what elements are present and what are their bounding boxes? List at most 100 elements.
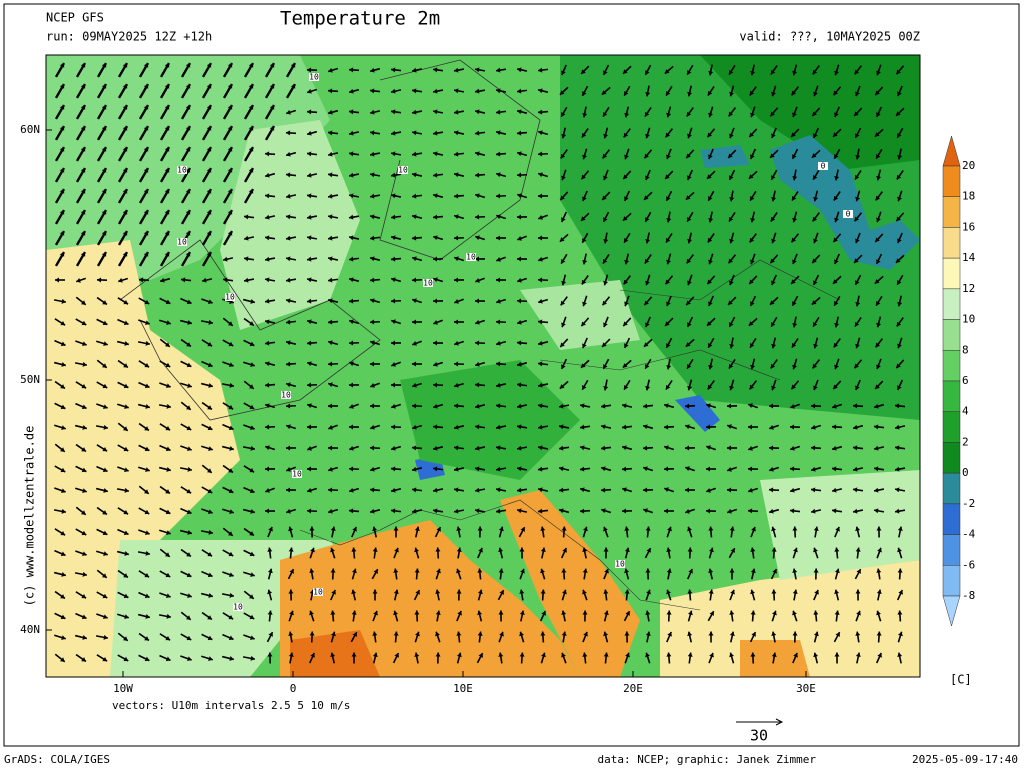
wind-head: [602, 342, 607, 347]
wind-arrow: [516, 214, 528, 220]
wind-arrow: [582, 589, 588, 601]
wind-head: [59, 189, 65, 194]
wind-arrow: [327, 235, 339, 241]
wind-arrow: [516, 403, 528, 409]
wind-head: [496, 109, 501, 115]
wind-head: [688, 610, 693, 616]
wind-head: [749, 384, 755, 390]
wind-head: [208, 529, 213, 535]
wind-head: [288, 526, 294, 532]
wind-head: [517, 256, 522, 262]
wind-head: [834, 364, 839, 370]
wind-head: [897, 547, 902, 553]
wind-arrow: [53, 298, 67, 304]
wind-arrow: [348, 235, 360, 241]
wind-head: [60, 594, 65, 599]
wind-arrow: [264, 340, 276, 346]
wind-arrow: [707, 233, 715, 243]
wind-head: [186, 425, 192, 431]
wind-arrow: [813, 589, 819, 601]
wind-arrow: [159, 382, 171, 389]
wind-arrow: [201, 209, 213, 225]
wind-head: [267, 652, 273, 657]
wind-arrow: [642, 466, 654, 472]
wind-arrow: [477, 547, 483, 559]
wind-arrow: [264, 424, 276, 430]
wind-arrow: [159, 338, 171, 348]
wind-head: [792, 259, 797, 265]
wind-arrow: [390, 340, 402, 346]
wind-arrow: [894, 424, 906, 430]
wind-arrow: [623, 85, 631, 97]
wind-head: [307, 361, 312, 367]
wind-arrow: [600, 403, 612, 409]
wind-head: [228, 321, 233, 326]
wind-arrow: [411, 487, 423, 493]
wind-arrow: [243, 590, 255, 600]
wind-head: [792, 154, 797, 159]
wind-head: [876, 259, 881, 264]
wind-arrow: [516, 193, 528, 199]
colorbar-cap: [942, 595, 961, 627]
wind-head: [622, 363, 628, 368]
wind-head: [874, 445, 879, 451]
wind-arrow: [750, 652, 756, 664]
wind-head: [750, 342, 755, 348]
wind-head: [791, 279, 796, 284]
wind-head: [265, 319, 270, 325]
wind-arrow: [498, 526, 504, 538]
wind-head: [265, 277, 270, 283]
wind-arrow: [579, 424, 591, 430]
wind-head: [372, 631, 378, 636]
wind-head: [307, 235, 312, 241]
wind-arrow: [159, 104, 171, 120]
wind-arrow: [201, 655, 213, 661]
wind-head: [748, 424, 752, 430]
wind-arrow: [285, 487, 297, 493]
wind-arrow: [750, 526, 756, 538]
wind-arrow: [601, 86, 611, 96]
wind-head: [645, 526, 651, 531]
wind-head: [538, 256, 543, 262]
wind-head: [603, 526, 608, 532]
wind-head: [268, 632, 273, 637]
wind-head: [265, 172, 270, 178]
wind-head: [309, 568, 315, 573]
wind-arrow: [138, 146, 150, 162]
wind-arrow: [708, 568, 714, 580]
wind-head: [102, 573, 107, 578]
wind-arrow: [432, 67, 444, 73]
wind-arrow: [687, 379, 693, 391]
wind-arrow: [54, 465, 66, 473]
wind-arrow: [748, 170, 758, 180]
valid: valid: ???, 10MAY2025 00Z: [739, 30, 920, 44]
wind-head: [496, 172, 501, 178]
wind-arrow: [897, 652, 903, 664]
wind-arrow: [330, 631, 336, 643]
contour-label: 10: [233, 603, 243, 612]
wind-head: [265, 487, 270, 493]
wind-head: [517, 172, 522, 178]
contour-label: 10: [309, 73, 319, 82]
wind-head: [643, 403, 648, 409]
wind-head: [771, 526, 776, 532]
wind-arrow: [477, 610, 483, 622]
wind-arrow: [855, 148, 861, 160]
wind-head: [349, 277, 354, 283]
wind-head: [895, 258, 901, 263]
vector-note: vectors: U10m intervals 2.5 5 10 m/s: [112, 699, 350, 712]
wind-arrow: [813, 232, 819, 244]
wind-head: [265, 214, 270, 220]
wind-head: [706, 321, 712, 326]
wind-arrow: [306, 508, 318, 514]
wind-head: [433, 109, 438, 115]
wind-head: [185, 126, 191, 131]
wind-arrow: [537, 172, 549, 178]
wind-head: [61, 635, 66, 640]
wind-head: [792, 301, 797, 306]
wind-head: [412, 214, 417, 220]
wind-head: [60, 530, 66, 536]
wind-arrow: [222, 188, 234, 204]
wind-arrow: [221, 592, 235, 598]
wind-arrow: [750, 589, 756, 601]
